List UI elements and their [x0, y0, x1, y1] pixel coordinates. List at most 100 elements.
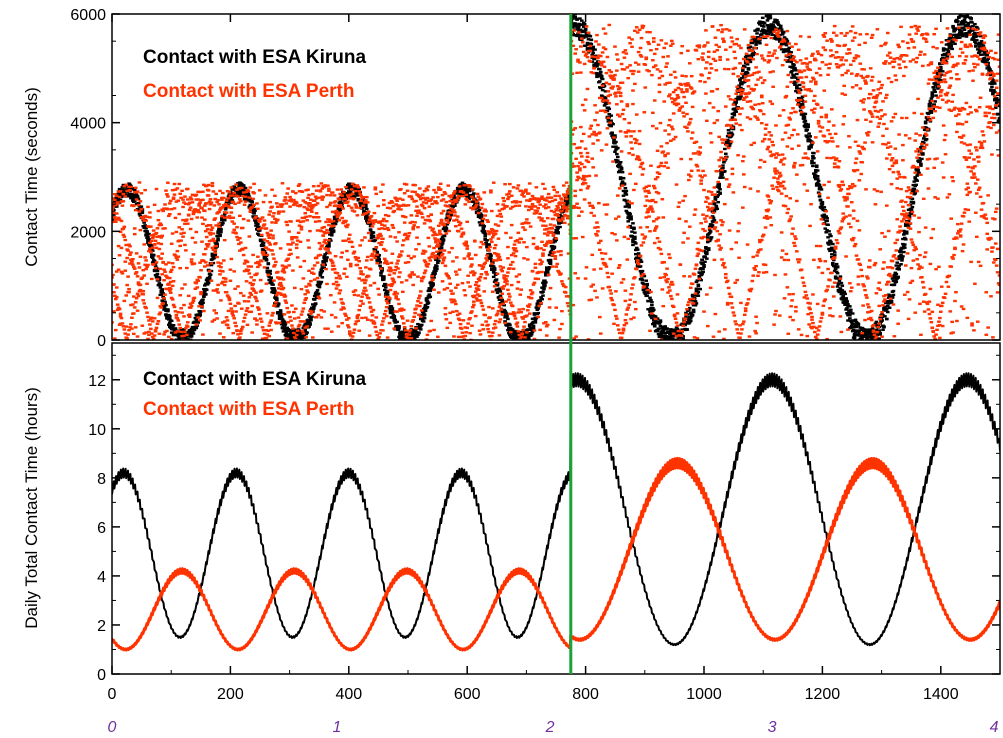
perth-point: [294, 236, 299, 239]
kiruna-point: [863, 332, 867, 335]
perth-point: [180, 287, 184, 290]
perth-point: [181, 205, 185, 209]
perth-point: [179, 232, 183, 235]
kiruna-point: [275, 297, 279, 300]
perth-point: [328, 203, 332, 207]
kiruna-point: [915, 174, 919, 177]
perth-point: [274, 301, 278, 304]
perth-point: [328, 251, 332, 255]
kiruna-point: [866, 333, 870, 337]
perth-point: [125, 337, 129, 340]
perth-point: [177, 239, 182, 242]
kiruna-point: [665, 327, 669, 330]
kiruna-point: [971, 24, 975, 28]
perth-point: [153, 266, 158, 270]
kiruna-point: [756, 27, 760, 31]
perth-point: [266, 329, 271, 333]
kiruna-point: [377, 258, 381, 262]
perth-point: [281, 267, 286, 270]
kiruna-point: [715, 207, 720, 211]
perth-point: [131, 263, 135, 266]
kiruna-point: [540, 298, 544, 301]
kiruna-point: [423, 304, 428, 308]
kiruna-point: [696, 290, 701, 294]
perth-point: [220, 215, 224, 218]
perth-point: [329, 220, 333, 224]
perth-point: [225, 323, 230, 327]
perth-point: [162, 333, 166, 336]
kiruna-point: [545, 269, 550, 273]
perth-point: [183, 222, 187, 225]
perth-point: [183, 283, 187, 286]
perth-point: [115, 308, 120, 312]
kiruna-point: [605, 109, 610, 113]
kiruna-point: [582, 22, 587, 26]
kiruna-point: [467, 189, 471, 193]
kiruna-point: [990, 82, 994, 86]
kiruna-point: [430, 276, 434, 279]
kiruna-point: [653, 315, 658, 318]
kiruna-point: [800, 95, 805, 98]
kiruna-point: [906, 219, 911, 223]
kiruna-point: [820, 207, 825, 210]
perth-point: [113, 297, 118, 301]
perth-point: [203, 229, 208, 233]
perth-point: [297, 323, 302, 327]
kiruna-point: [861, 327, 865, 331]
kiruna-point: [739, 95, 743, 98]
kiruna-point: [805, 135, 810, 138]
kiruna-point: [352, 195, 357, 198]
perth-point: [292, 203, 296, 207]
kiruna-point: [564, 204, 569, 207]
perth-point: [113, 337, 117, 340]
kiruna-point: [503, 309, 507, 313]
perth-point: [217, 222, 221, 225]
perth-point: [172, 193, 177, 196]
kiruna-point: [641, 288, 646, 292]
kiruna-point: [723, 170, 727, 173]
kiruna-point: [957, 15, 962, 18]
perth-point: [199, 269, 203, 272]
kiruna-point: [920, 146, 924, 150]
perth-point: [341, 207, 345, 210]
kiruna-point: [960, 34, 965, 38]
perth-point: [144, 259, 148, 262]
kiruna-point: [997, 118, 1000, 122]
perth-point: [307, 246, 311, 249]
kiruna-point: [494, 278, 499, 281]
perth-point: [112, 276, 114, 279]
perth-point: [231, 200, 236, 204]
kiruna-point: [385, 290, 390, 294]
perth-point: [331, 219, 336, 223]
perth-point: [312, 278, 317, 281]
kiruna-point: [616, 155, 620, 159]
perth-point: [173, 254, 178, 257]
perth-point: [224, 291, 229, 294]
perth-point: [321, 195, 326, 199]
kiruna-point: [702, 249, 706, 253]
perth-point: [282, 293, 287, 296]
kiruna-point: [392, 314, 397, 318]
perth-point: [289, 252, 293, 256]
perth-point: [169, 296, 174, 300]
kiruna-point: [882, 326, 886, 329]
kiruna-point: [939, 79, 943, 82]
perth-point: [207, 207, 212, 211]
kiruna-point: [965, 15, 970, 18]
kiruna-point: [858, 337, 863, 340]
kiruna-point: [792, 74, 796, 77]
kiruna-point: [265, 269, 270, 272]
kiruna-point: [696, 284, 701, 288]
kiruna-point: [823, 227, 828, 230]
perth-point: [178, 294, 182, 297]
perth-point: [147, 319, 151, 322]
kiruna-point: [821, 218, 826, 221]
perth-point: [326, 327, 330, 330]
perth-point: [280, 264, 285, 267]
kiruna-point: [590, 60, 595, 63]
kiruna-point: [598, 73, 603, 76]
kiruna-point: [312, 298, 317, 301]
kiruna-point: [852, 335, 857, 338]
kiruna-point: [291, 336, 295, 340]
perth-point: [206, 223, 211, 227]
